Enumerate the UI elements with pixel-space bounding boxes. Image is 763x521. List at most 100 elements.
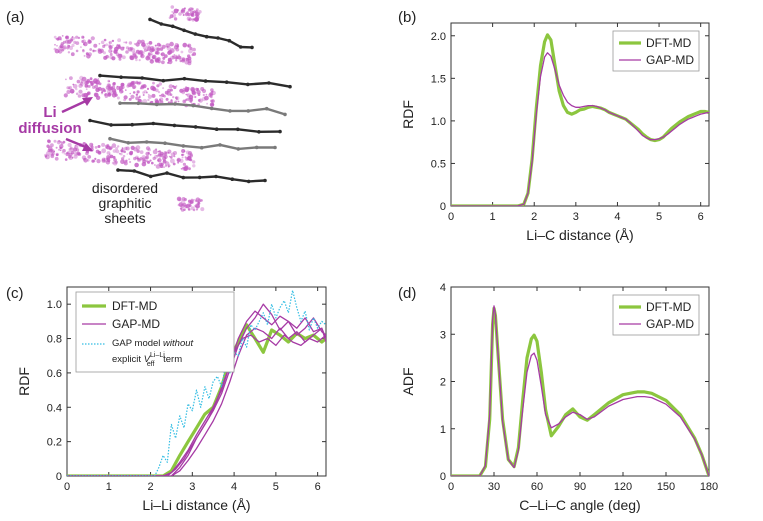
li-cloud-dot-1-209: [83, 54, 86, 57]
li-cloud-dot-2-205: [139, 95, 141, 97]
li-cloud-dot-3-102: [192, 160, 196, 164]
li-cloud-dot-1-141: [129, 55, 134, 60]
chart-d-ytick-label-2: 2: [440, 377, 446, 389]
li-cloud-dot-1-92: [135, 58, 138, 62]
li-cloud-dot-1-198: [65, 35, 69, 39]
li-cloud-dot-3-54: [59, 149, 62, 152]
li-cloud-dot-1-215: [54, 43, 56, 46]
li-cloud-dot-0-46: [184, 12, 189, 17]
chart-c-ytick-label-0: 0: [56, 471, 62, 483]
li-cloud-dot-3-91: [179, 158, 184, 163]
li-cloud-dot-3-195: [74, 152, 78, 156]
chart-b-ytick-label-3: 1.5: [431, 73, 446, 85]
li-diffusion-label-line1: Li: [43, 104, 56, 121]
li-cloud-dot-1-57: [103, 44, 106, 47]
li-cloud-dot-3-28: [173, 151, 177, 155]
li-cloud-dot-2-184: [170, 99, 174, 103]
li-cloud-dot-3-122: [104, 157, 106, 160]
chart-c-legend-label-2-line1: GAP model without: [112, 338, 194, 349]
li-cloud-dot-1-115: [93, 43, 98, 48]
li-cloud-dot-1-166: [122, 46, 125, 49]
panel-a-letter: (a): [6, 9, 24, 26]
li-cloud-dot-2-166: [208, 93, 212, 97]
li-cloud-dot-1-151: [108, 41, 111, 44]
li-cloud-dot-2-98: [186, 93, 192, 98]
li-cloud-dot-0-30: [188, 18, 190, 21]
li-cloud-dot-1-53: [161, 60, 165, 65]
li-cloud-dot-2-175: [187, 90, 189, 92]
li-cloud-dot-4-32: [197, 201, 200, 204]
li-cloud-dot-3-157: [177, 161, 179, 164]
li-cloud-dot-1-222: [75, 49, 79, 53]
li-cloud-dot-2-224: [86, 78, 91, 83]
li-cloud-dot-3-225: [61, 142, 64, 145]
li-cloud-dot-3-231: [186, 157, 190, 161]
li-cloud-dot-3-37: [152, 149, 158, 155]
chart-b-xlabel: Li–C distance (Å): [526, 227, 633, 243]
li-cloud-dot-2-54: [202, 93, 205, 97]
li-cloud-dot-1-88: [188, 48, 193, 54]
chart-d-ytick-label-1: 1: [440, 424, 446, 436]
li-cloud-dot-3-198: [149, 153, 152, 156]
chart-d-ytick-label-0: 0: [440, 471, 446, 483]
li-cloud-dot-2-111: [170, 99, 173, 102]
li-cloud-dot-1-194: [116, 44, 120, 49]
li-cloud-dot-3-149: [177, 161, 180, 164]
li-cloud-dot-0-42: [186, 16, 192, 22]
li-cloud-dot-2-116: [205, 93, 208, 96]
li-cloud-dot-3-59: [122, 154, 126, 158]
li-cloud-dot-1-105: [117, 53, 123, 59]
chart-b-xtick-label-6: 6: [698, 211, 704, 223]
li-cloud-dot-2-42: [182, 99, 187, 104]
graphitic-sheet-3: [89, 119, 281, 134]
li-cloud-dot-4-27: [194, 205, 196, 207]
chart-d-xtick-label-1: 30: [488, 481, 500, 493]
li-cloud-dot-2-73: [81, 85, 84, 87]
li-cloud-dot-1-12: [77, 36, 81, 40]
li-cloud-dot-1-136: [132, 51, 137, 56]
li-cloud-dot-1-152: [141, 53, 144, 56]
li-cloud-dot-3-170: [72, 147, 78, 152]
li-cloud-dot-3-76: [71, 156, 74, 159]
li-cloud-dot-3-67: [149, 159, 152, 162]
li-cloud-dot-0-35: [171, 13, 177, 18]
chart-d-xtick-label-6: 180: [700, 481, 718, 493]
li-cloud-dot-2-186: [127, 82, 132, 88]
li-cloud-dot-3-193: [103, 159, 107, 163]
li-cloud-dot-3-183: [185, 150, 190, 155]
li-cloud-dot-2-53: [63, 93, 68, 98]
chart-b-ytick-label-4: 2.0: [431, 31, 446, 43]
graphitic-sheet-2: [119, 102, 286, 116]
li-cloud-dot-3-219: [117, 145, 120, 148]
li-cloud-dot-1-61: [192, 47, 196, 52]
li-cloud-dot-1-202: [135, 42, 140, 47]
li-cloud-dot-2-230: [116, 96, 120, 100]
li-cloud-dot-2-217: [196, 90, 201, 95]
chart-d-series-line-1: [451, 305, 709, 476]
li-cloud-dot-3-84: [65, 152, 70, 157]
li-cloud-dot-2-201: [104, 92, 108, 96]
li-cloud-dot-3-119: [154, 164, 156, 166]
chart-c-series-line-4: [67, 327, 326, 476]
li-cloud-dot-0-44: [191, 18, 195, 22]
graphitic-sheet-5: [117, 168, 266, 183]
li-cloud-dot-3-78: [151, 161, 154, 165]
li-cloud-dot-1-74: [125, 46, 130, 50]
chart-d-xtick-label-0: 0: [448, 481, 454, 493]
li-cloud-dot-0-36: [194, 16, 199, 22]
li-cloud-dot-1-66: [167, 57, 172, 62]
li-cloud-dot-3-218: [91, 159, 95, 163]
li-cloud-dot-3-156: [144, 155, 148, 159]
li-cloud-dot-4-19: [176, 196, 182, 202]
li-cloud-dot-4-38: [195, 204, 200, 209]
chart-d-xtick-label-2: 60: [531, 481, 543, 493]
li-cloud-dot-2-155: [101, 87, 105, 92]
li-cloud-dot-2-94: [183, 100, 186, 102]
li-cloud-dot-1-125: [169, 41, 174, 47]
li-cloud-dot-2-91: [94, 84, 99, 89]
li-cloud-dot-2-225: [210, 96, 213, 99]
li-cloud-dot-2-131: [155, 88, 159, 93]
li-cloud-dot-2-114: [209, 92, 213, 96]
li-cloud-dot-0-23: [182, 14, 185, 16]
sheets-annotation: disordered graphitic sheets: [92, 180, 158, 226]
